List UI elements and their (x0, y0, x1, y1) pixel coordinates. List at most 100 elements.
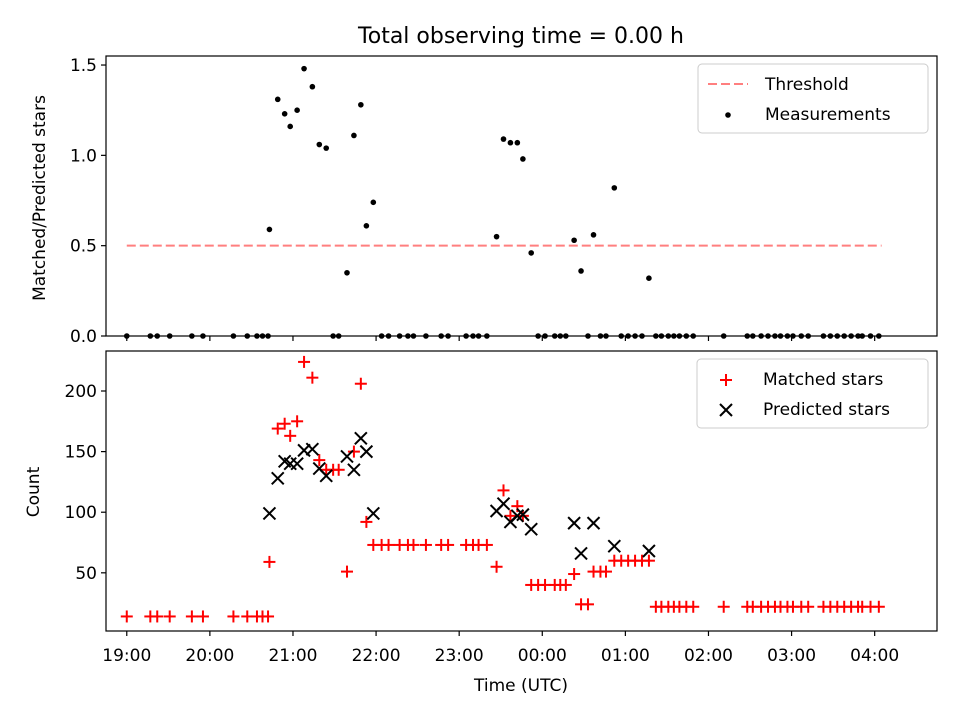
y-tick-label: 1.0 (70, 146, 97, 166)
count-y-label: Count (24, 466, 44, 517)
matched-star-point (271, 422, 284, 435)
measurement-point (590, 232, 597, 238)
matched-star-point (360, 515, 373, 528)
count-y-ticks: 50 100 150 200 (65, 382, 106, 584)
matched-star-point (490, 560, 503, 573)
measurement-point (493, 233, 500, 240)
predicted-star-point (290, 457, 304, 471)
y-tick-label: 0.5 (70, 237, 97, 257)
matched-star-point (306, 371, 319, 384)
matched-star-point (354, 377, 367, 390)
predicted-star-point (262, 506, 277, 521)
predicted-star-point (359, 444, 374, 459)
y-tick-label: 150 (65, 443, 97, 463)
matched-star-point (332, 463, 345, 476)
matched-star-point (298, 355, 311, 368)
measurement-point (266, 226, 273, 233)
predicted-star-point (496, 497, 511, 511)
count-legend-box (696, 358, 929, 429)
ratio-axes-frame (105, 55, 938, 337)
matched-star-point (291, 415, 304, 428)
measurement-point (309, 83, 316, 90)
y-tick-label: 200 (65, 382, 97, 402)
ratio-x-ticks (126, 336, 876, 341)
ratio-panel: Matched/Predicted stars 0.0 0.5 1.0 1.5 Thr… (30, 55, 938, 347)
matched-star-point (262, 610, 275, 623)
measurement-point (287, 123, 294, 130)
matched-star-point (504, 509, 517, 522)
ratio-y-ticks: 0.0 0.5 1.0 1.5 (70, 56, 106, 347)
matched-star-point (278, 417, 291, 430)
matched-star-point (382, 538, 395, 551)
matched-star-point (151, 610, 164, 623)
x-tick-label: 20:00 (185, 646, 234, 666)
measurement-point (363, 223, 370, 229)
matched-star-point (120, 610, 133, 623)
measurement-point (323, 145, 330, 151)
measurement-point (294, 107, 300, 113)
predicted-star-point (516, 507, 530, 522)
predicted-star-points (262, 431, 656, 561)
count-axes-frame (105, 350, 938, 632)
predicted-star-point (574, 546, 588, 561)
matched-star-point (227, 610, 240, 623)
x-tick-label: 01:00 (601, 646, 650, 666)
predicted-star-point (319, 469, 333, 483)
x-axis-label: Time (UTC) (473, 676, 568, 696)
measurement-point (646, 275, 652, 281)
x-tick-label: 04:00 (850, 646, 899, 666)
matched-star-point (407, 538, 420, 551)
x-tick-label: 19:00 (102, 646, 151, 666)
measurement-point (274, 96, 281, 103)
predicted-star-point (305, 442, 320, 456)
matched-star-point (196, 610, 209, 623)
matched-star-point (802, 600, 815, 613)
count-panel: Count 50 100 150 200 19:00 20:00 21:00 22:00 23… (24, 350, 938, 666)
y-tick-label: 50 (75, 564, 97, 584)
legend-predicted-swatch (719, 403, 733, 417)
matched-star-point (581, 598, 594, 611)
measurement-point (611, 185, 618, 191)
matched-star-point (340, 565, 353, 578)
y-tick-label: 1.5 (70, 56, 97, 76)
matched-star-point (419, 538, 432, 551)
matched-star-point (442, 538, 455, 551)
matched-star-point (497, 484, 510, 497)
measurement-point (514, 139, 521, 146)
predicted-star-point (586, 516, 601, 530)
x-tick-label: 02:00 (684, 646, 733, 666)
matched-star-point (480, 538, 493, 551)
legend-threshold-label: Threshold (764, 75, 849, 95)
matched-star-point (263, 555, 276, 568)
predicted-star-point (524, 522, 538, 536)
measurement-point (507, 139, 514, 146)
matched-star-point (347, 445, 360, 458)
ratio-legend-box (697, 63, 929, 134)
measurement-point (370, 199, 377, 206)
x-tick-label: 23:00 (435, 646, 484, 666)
measurement-point (301, 65, 307, 72)
measurement-point (500, 136, 507, 142)
predicted-star-point (347, 463, 361, 477)
x-tick-label: 22:00 (352, 646, 401, 666)
count-x-ticks: 19:00 20:00 21:00 22:00 23:00 00:00 01:00 02:00… (102, 631, 899, 666)
matched-star-point (284, 429, 297, 442)
matched-star-point (163, 610, 176, 623)
legend-matched-swatch (720, 374, 732, 386)
matched-star-point (559, 578, 572, 591)
measurement-point (281, 111, 288, 117)
measurement-point (351, 132, 357, 139)
legend-measurement-swatch (725, 112, 731, 118)
y-tick-label: 100 (65, 503, 97, 523)
legend-predicted-label: Predicted stars (763, 400, 890, 420)
predicted-star-point (607, 539, 622, 553)
x-tick-label: 00:00 (518, 646, 567, 666)
measurement-point (520, 156, 526, 162)
predicted-star-point (271, 471, 285, 485)
measurement-point (571, 237, 577, 244)
predicted-star-point (567, 516, 581, 530)
measurement-point (578, 268, 584, 274)
predicted-star-point (340, 449, 354, 464)
measurement-point (528, 250, 534, 256)
